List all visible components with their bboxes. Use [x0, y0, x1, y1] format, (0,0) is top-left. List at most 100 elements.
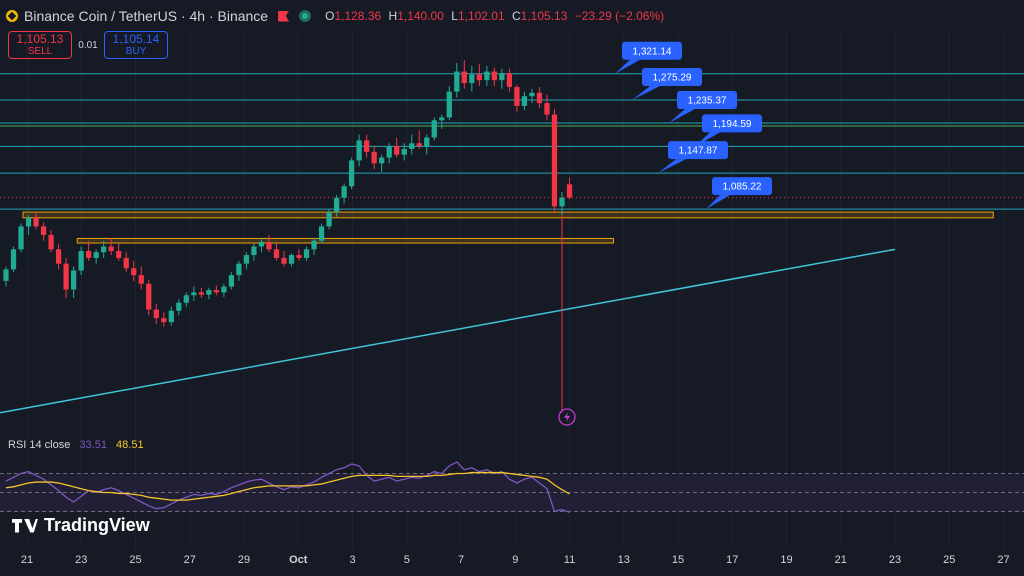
close-key: C: [512, 9, 521, 23]
candle-body: [55, 249, 62, 264]
change-value: −23.29 (−2.06%): [574, 9, 665, 23]
candle-body: [446, 91, 452, 118]
price-callout: [642, 68, 702, 87]
candle-body: [431, 120, 437, 138]
x-tick-label: 23: [889, 554, 901, 566]
market-status-icon[interactable]: [299, 10, 312, 22]
price-callout-label: 1,085.22: [723, 182, 762, 193]
price-callout-pointer: [615, 59, 640, 74]
logo-text: TradingView: [44, 515, 150, 535]
candle-body: [356, 140, 362, 161]
rsi-name: RSI 14 close: [8, 439, 71, 451]
candle-body: [93, 252, 99, 258]
candle-body: [566, 184, 573, 198]
candle-body: [506, 73, 513, 88]
candle-body: [206, 290, 212, 295]
candle-body: [183, 295, 189, 303]
price-callout: [702, 114, 762, 133]
candle-body: [10, 249, 17, 270]
candle-body: [499, 73, 505, 81]
candle-body: [401, 148, 407, 155]
lightning-icon-bolt: [563, 412, 570, 422]
x-tick-label: 15: [672, 554, 684, 566]
candle-body: [521, 96, 528, 106]
candle-body: [108, 246, 114, 252]
candle-body: [78, 251, 84, 271]
candle-body: [386, 146, 392, 158]
high-key: H: [388, 9, 398, 23]
rsi-ma-line: [5, 471, 570, 501]
price-callout-label: 1,235.37: [688, 95, 727, 106]
buy-price: 1,105.14: [112, 31, 160, 46]
candle-body: [116, 251, 122, 258]
candle-body: [551, 114, 558, 207]
x-tick-label: 23: [75, 554, 87, 566]
symbol-header: Binance Coin / TetherUS · 4h · Binance O…: [6, 6, 664, 26]
candle-body: [311, 240, 317, 250]
symbol-title[interactable]: Binance Coin / TetherUS · 4h · Binance: [24, 8, 269, 24]
candle-body: [424, 137, 430, 147]
flag-icon[interactable]: [278, 10, 290, 22]
price-callout-label: 1,147.87: [679, 146, 718, 157]
candle-body: [484, 71, 490, 81]
candle-body: [191, 292, 197, 296]
price-callout-label: 1,321.14: [633, 46, 672, 57]
price-callout: [668, 141, 728, 160]
low-value: 1,102.01: [457, 9, 505, 23]
candle-body: [461, 71, 467, 84]
x-tick-label: 9: [512, 554, 518, 566]
candle-body: [131, 268, 137, 276]
support-zone: [22, 211, 994, 219]
low-key: L: [451, 9, 458, 23]
candle-body: [371, 151, 377, 164]
candle-body: [228, 275, 235, 287]
close-value: 1,105.13: [520, 9, 568, 23]
candle-body: [318, 226, 325, 241]
candle-body: [70, 270, 77, 290]
candle-body: [176, 302, 182, 311]
support-zone: [76, 237, 614, 244]
candle-body: [236, 263, 242, 276]
candle-body: [123, 257, 129, 269]
candle-body: [364, 140, 370, 152]
price-callout-pointer: [669, 108, 695, 123]
x-tick-label: 19: [780, 554, 792, 566]
candle-body: [3, 269, 9, 281]
sell-button[interactable]: 1,105.13 SELL: [8, 31, 72, 59]
candle-body: [333, 197, 340, 213]
candle-body: [101, 246, 107, 253]
x-tick-label: 25: [129, 554, 141, 566]
candle-body: [273, 249, 280, 258]
buy-label: BUY: [125, 46, 147, 58]
rsi-ma-value: 48.51: [116, 439, 144, 451]
candle-body: [40, 226, 47, 235]
rsi-legend[interactable]: RSI 14 close 33.51 48.51: [8, 439, 144, 451]
candle-body: [168, 310, 174, 323]
candle-body: [476, 74, 482, 81]
x-tick-label: 29: [238, 554, 250, 566]
price-callout-pointer: [706, 195, 730, 210]
open-key: O: [325, 9, 335, 23]
sell-price: 1,105.13: [16, 31, 64, 46]
trend-line: [0, 248, 896, 414]
tradingview-logo-icon: [12, 519, 38, 533]
x-tick-label: Oct: [289, 554, 308, 566]
price-callout: [712, 177, 772, 196]
buy-button[interactable]: 1,105.14 BUY: [104, 31, 168, 59]
lightning-icon: [558, 408, 576, 426]
x-tick-label: 3: [349, 554, 355, 566]
price-callout: [622, 41, 682, 60]
candle-body: [326, 212, 332, 227]
candle-body: [394, 146, 400, 155]
sell-label: SELL: [27, 46, 53, 58]
tradingview-logo[interactable]: TradingView: [12, 515, 150, 536]
x-tick-label: 5: [404, 554, 410, 566]
candle-body: [251, 246, 257, 256]
binance-coin-icon: [6, 10, 18, 22]
trade-panel: 1,105.13 SELL 0.01 1,105.14 BUY: [8, 31, 168, 59]
candle-body: [409, 143, 415, 149]
candle-body: [341, 186, 347, 198]
x-tick-label: 21: [21, 554, 33, 566]
candle-body: [138, 275, 144, 284]
